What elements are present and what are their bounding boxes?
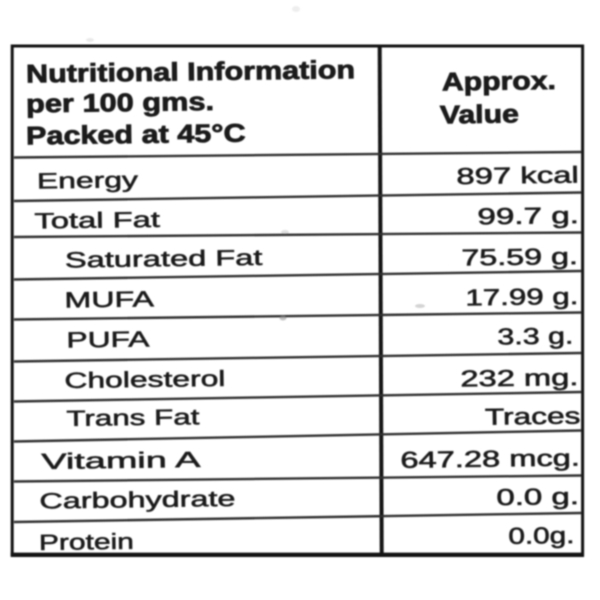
svg-text:647.28 mcg.: 647.28 mcg.: [400, 445, 580, 473]
svg-text:Total Fat: Total Fat: [34, 207, 160, 234]
svg-text:232 mg.: 232 mg.: [460, 364, 578, 392]
svg-text:Value: Value: [440, 100, 519, 129]
svg-text:0.0 g.: 0.0 g.: [496, 483, 579, 510]
svg-text:per 100 gms.: per 100 gms.: [26, 88, 214, 118]
svg-text:Packed at 45°C: Packed at 45°C: [26, 120, 246, 151]
svg-text:Nutritional Information: Nutritional Information: [26, 56, 355, 88]
svg-text:99.7 g.: 99.7 g.: [477, 202, 579, 229]
svg-text:PUFA: PUFA: [66, 326, 150, 352]
svg-text:75.59 g.: 75.59 g.: [461, 243, 578, 271]
svg-text:Carbohydrate: Carbohydrate: [39, 486, 235, 514]
svg-text:Saturated Fat: Saturated Fat: [65, 245, 263, 273]
svg-text:Trans Fat: Trans Fat: [66, 404, 199, 431]
svg-text:897 kcal: 897 kcal: [456, 162, 579, 190]
svg-text:Traces: Traces: [485, 403, 581, 430]
svg-text:Cholesterol: Cholesterol: [64, 366, 225, 393]
svg-text:Vitamin A: Vitamin A: [41, 447, 201, 474]
svg-text:Approx.: Approx.: [442, 67, 556, 96]
svg-text:3.3 g.: 3.3 g.: [497, 323, 573, 350]
svg-text:Protein: Protein: [39, 529, 134, 555]
svg-text:0.0g.: 0.0g.: [508, 522, 574, 549]
svg-text:17.99 g.: 17.99 g.: [465, 283, 578, 310]
svg-text:MUFA: MUFA: [64, 286, 154, 312]
svg-text:Energy: Energy: [37, 167, 138, 193]
